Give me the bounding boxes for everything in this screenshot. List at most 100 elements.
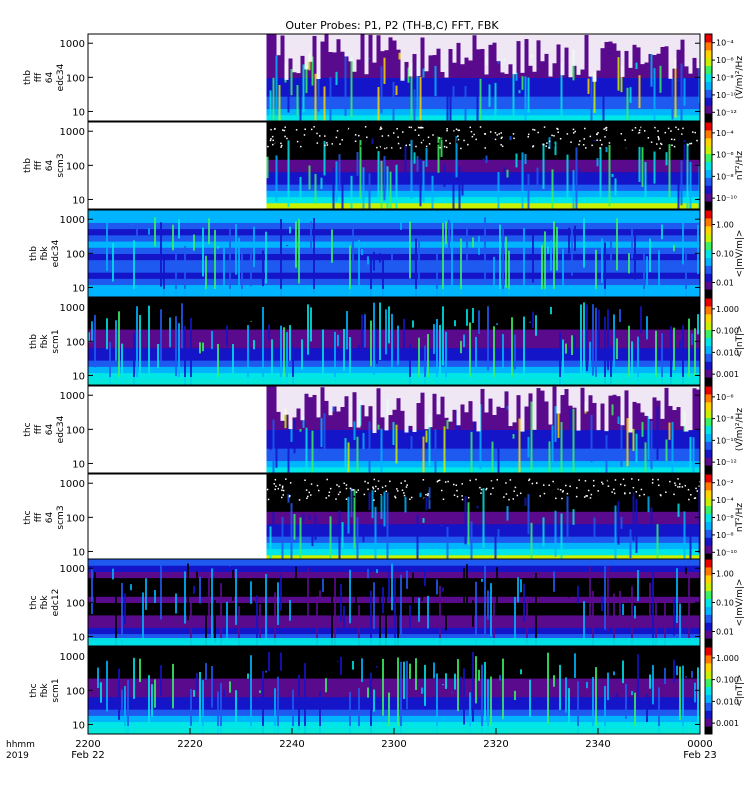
x-tick-label: 2320	[483, 739, 508, 750]
colorbar-tick-label: 10⁻⁶	[716, 56, 734, 65]
y-axis-label: scm1	[51, 329, 61, 353]
panel-heatmap	[88, 386, 700, 473]
y-tick-label: 1000	[60, 39, 85, 50]
panel-thb-fbk-s1: 10 100 1000 thb fbk scm1 0.001 0.010 0.100 1.000 <…	[29, 297, 745, 386]
x-tick-label: 2300	[381, 739, 406, 750]
colorbar-tick-label: 0.100	[716, 327, 739, 336]
y-axis-label: fbk	[40, 246, 50, 261]
y-tick-label: 10	[72, 547, 85, 558]
y-tick-label: 1000	[60, 127, 85, 138]
colorbar-tick-label: 0.01	[716, 279, 734, 288]
colorbar-tick-label: 0.010	[716, 697, 739, 706]
y-tick-label: 100	[66, 686, 85, 697]
y-tick-label: 10	[72, 371, 85, 382]
colorbar: 0.001 0.010 0.100 1.000 <|nT|>	[704, 646, 745, 735]
colorbar-label: (V/m)²/Hz	[735, 56, 745, 99]
colorbar-tick-label: 10⁻¹⁰	[716, 436, 737, 445]
y-axis-label: thb	[29, 246, 39, 261]
y-tick-label: 1000	[60, 215, 85, 226]
colorbar-tick-label: 10⁻⁸	[716, 172, 734, 181]
x-tick-date-label: Feb 22	[71, 750, 105, 761]
colorbar-tick-label: 10⁻¹⁰	[716, 194, 737, 203]
colorbar: 10⁻¹² 10⁻¹⁰ 10⁻⁸ 10⁻⁶ 10⁻⁴(V/m)²/Hz	[704, 33, 745, 122]
y-axis-label: edc34	[56, 63, 66, 91]
colorbar-tick-label: 0.001	[716, 719, 739, 728]
x-tick-label: 2220	[177, 739, 202, 750]
y-axis-label: edc34	[51, 239, 61, 267]
y-axis-label: fff	[34, 72, 44, 82]
y-axis-label: thc	[29, 595, 39, 609]
y-tick-label: 100	[66, 598, 85, 609]
colorbar-label: (V/m)²/Hz	[735, 408, 745, 451]
colorbar: 0.01 0.10 1.00<|mV/m|>	[704, 209, 745, 298]
colorbar-tick-label: 1.000	[716, 654, 739, 663]
y-axis-label: 64	[45, 424, 55, 436]
x-tick-label: 0000	[687, 739, 712, 750]
colorbar-tick-label: 10⁻⁶	[716, 393, 734, 402]
colorbar-tick-label: 10⁻⁸	[716, 415, 734, 424]
y-axis-label: fff	[34, 512, 44, 522]
panel-heatmap	[88, 298, 700, 385]
y-axis-label: fbk	[40, 683, 50, 698]
panel-thc-fbk-e12: 10 100 1000 thc fbk edc12 0.01 0.10 1.00<|mV/m|>	[29, 558, 745, 647]
panel-thc-fbk-s1: 10 100 1000 thc fbk scm1 0.001 0.010 0.100 1.000 <…	[29, 646, 745, 735]
colorbar-tick-label: 10⁻⁸	[716, 531, 734, 540]
colorbar-label: <|mV/m|>	[735, 230, 745, 278]
colorbar-tick-label: 0.10	[716, 250, 734, 259]
panel-heatmap	[88, 559, 700, 646]
panel-heatmap	[88, 210, 700, 297]
y-tick-label: 1000	[60, 564, 85, 575]
colorbar-tick-label: 10⁻⁴	[716, 496, 734, 505]
colorbar: 10⁻¹⁰ 10⁻⁸ 10⁻⁶ 10⁻⁴ 10⁻² nT²/Hz	[704, 473, 745, 562]
colorbar: 0.01 0.10 1.00<|mV/m|>	[704, 558, 745, 647]
y-tick-label: 10	[72, 195, 85, 206]
colorbar-tick-label: 10⁻¹²	[716, 458, 737, 467]
y-tick-label: 100	[66, 249, 85, 260]
panel-heatmap	[88, 122, 700, 209]
y-axis-label: scm3	[56, 505, 66, 529]
figure-title: Outer Probes: P1, P2 (TH-B,C) FFT, FBK	[285, 19, 499, 32]
colorbar-tick-label: 10⁻⁶	[716, 151, 734, 160]
colorbar-tick-label: 10⁻¹⁰	[716, 91, 737, 100]
y-axis-label: thc	[23, 422, 33, 436]
colorbar-tick-label: 10⁻¹⁰	[716, 548, 737, 557]
y-axis-label: edc34	[56, 415, 66, 443]
colorbar-tick-label: 10⁻⁸	[716, 74, 734, 83]
y-axis-label: thc	[23, 510, 33, 524]
y-axis-label: scm1	[51, 678, 61, 702]
y-tick-label: 1000	[60, 303, 85, 314]
y-tick-label: 10	[72, 283, 85, 294]
panel-heatmap	[88, 34, 700, 121]
y-axis-label: fff	[34, 160, 44, 170]
y-tick-label: 100	[66, 161, 85, 172]
colorbar: 10⁻¹⁰ 10⁻⁸ 10⁻⁶ 10⁻⁴ nT²/Hz	[704, 121, 745, 210]
x-tick-date-label: Feb 23	[683, 750, 717, 761]
colorbar-label: nT²/Hz	[735, 151, 745, 181]
colorbar-tick-label: 10⁻⁶	[716, 514, 734, 523]
panel-thb-fbk-e34: 10 100 1000 thb fbk edc34 0.01 0.10 1.00<|mV/m|>	[29, 209, 745, 298]
panel-heatmap	[88, 647, 700, 734]
y-tick-label: 100	[66, 425, 85, 436]
colorbar-tick-label: 0.010	[716, 348, 739, 357]
colorbar-tick-label: 10⁻²	[716, 479, 734, 488]
y-axis-label: thb	[23, 70, 33, 85]
colorbar-tick-label: 10⁻⁴	[716, 39, 734, 48]
y-tick-label: 10	[72, 632, 85, 643]
y-tick-label: 100	[66, 513, 85, 524]
colorbar-tick-label: 0.01	[716, 628, 734, 637]
y-axis-label: thc	[29, 683, 39, 697]
y-tick-label: 100	[66, 73, 85, 84]
y-axis-label: fff	[34, 424, 44, 434]
x-axis-label: 2019	[6, 751, 29, 761]
x-tick-label: 2240	[279, 739, 304, 750]
colorbar-label: <|nT|>	[735, 674, 745, 706]
y-axis-label: fbk	[40, 334, 50, 349]
y-axis-label: scm3	[56, 153, 66, 177]
y-tick-label: 1000	[60, 652, 85, 663]
colorbar-tick-label: 1.00	[716, 221, 734, 230]
x-tick-label: 2200	[75, 739, 100, 750]
colorbar-label: <|nT|>	[735, 325, 745, 357]
